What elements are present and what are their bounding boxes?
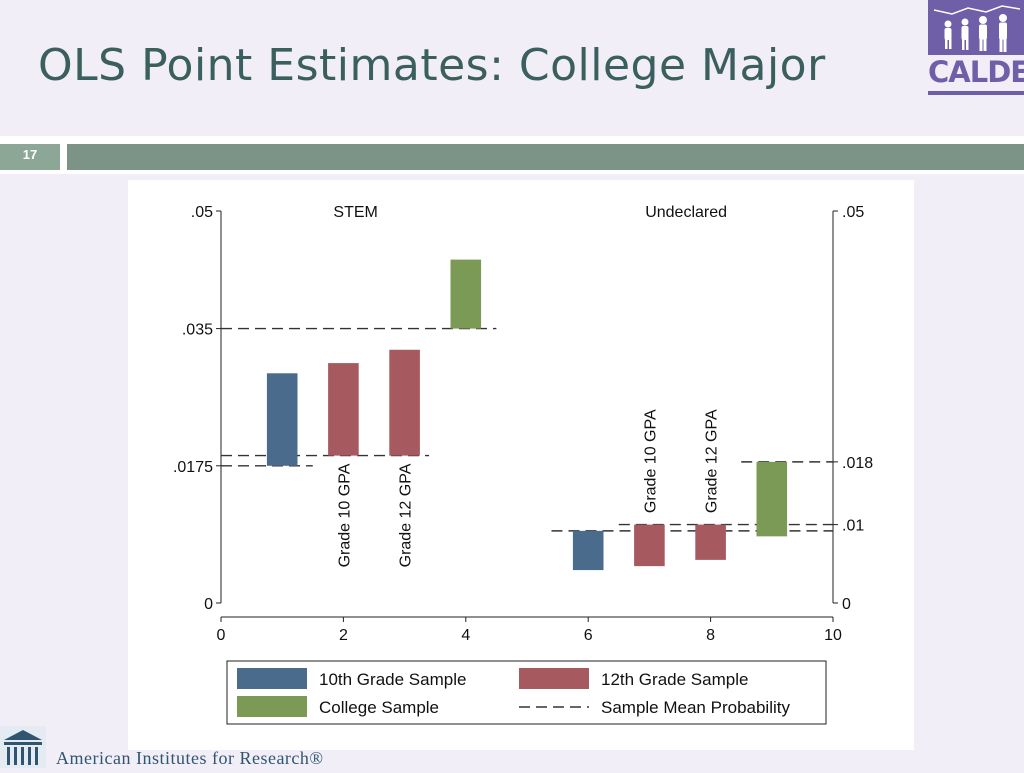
legend-label: 10th Grade Sample [319,670,466,689]
x-tick-label: 0 [217,627,226,644]
x-tick-label: 4 [461,627,470,644]
slide-title: OLS Point Estimates: College Major [38,40,826,91]
chart-annotations: Grade 10 GPA Grade 12 GPA Grade 10 GPA Grad… [336,409,720,567]
air-logo [0,726,46,768]
legend-swatch [237,696,307,717]
bar-annotation: Grade 10 GPA [336,463,353,567]
y-tick-label: .01 [842,518,864,535]
building-icon [0,726,46,768]
x-tick-label: 8 [706,627,715,644]
y-tick-label: 0 [204,596,213,613]
calder-logo-figures [928,0,1024,55]
legend-label: 12th Grade Sample [601,670,748,689]
bar [266,373,298,466]
y-tick-label: .035 [182,322,213,339]
y-tick-label: .05 [191,204,213,221]
y-tick-label: .05 [842,204,864,221]
y-tick-label: .018 [842,455,873,472]
bar-annotation: Grade 12 GPA [704,409,721,513]
legend-swatch [237,668,307,689]
chart-panel: 0 .0175 .035 .05 STEM 0 .01 .018 .05 Undeclared 0 2… [128,180,914,750]
mean-lines [221,327,833,532]
bar [389,349,420,456]
chart-legend: 10th Grade Sample 12th Grade Sample Colleg… [226,660,827,725]
bar [695,524,726,560]
calder-logo-underline [928,91,1024,95]
bar-annotation: Grade 10 GPA [642,409,659,513]
bar [328,363,359,456]
slide-header-bar [67,144,1024,170]
x-tick-label: 2 [339,627,348,644]
y-tick-label: 0 [842,596,851,613]
bar [756,461,788,537]
legend-label: College Sample [319,698,439,717]
chart-bars [266,259,788,571]
y-tick-label: .0175 [173,459,213,476]
x-tick-label: 10 [824,627,842,644]
bar [572,530,604,571]
people-icon [933,5,1021,52]
calder-logo: CALDER [928,0,1024,96]
panel-label: Undeclared [645,204,727,221]
panel-label: STEM [333,204,377,221]
footer-organization: American Institutes for Research® [56,748,324,768]
bar [450,259,482,329]
chart-axes: 0 .0175 .035 .05 STEM 0 .01 .018 .05 Undeclared 0 2… [173,204,873,644]
slide-number: 17 [0,144,60,170]
x-tick-label: 6 [584,627,593,644]
legend-label: Sample Mean Probability [601,698,790,717]
legend-swatch [519,668,589,689]
calder-logo-text: CALDER [928,55,1024,89]
bar [634,524,665,567]
bar-annotation: Grade 12 GPA [398,463,415,567]
bar-chart: 0 .0175 .035 .05 STEM 0 .01 .018 .05 Undeclared 0 2… [173,204,873,725]
